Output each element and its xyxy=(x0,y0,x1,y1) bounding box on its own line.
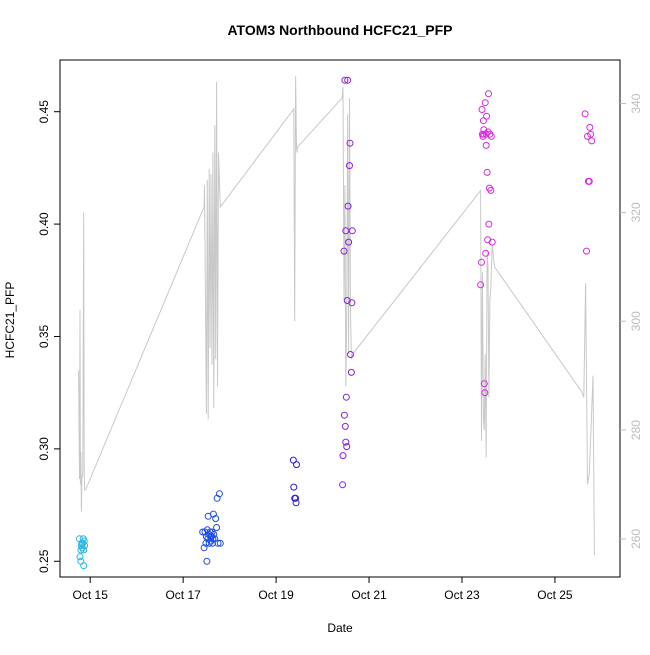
data-point xyxy=(289,456,297,464)
data-point xyxy=(348,299,356,307)
data-point xyxy=(216,539,224,547)
data-point xyxy=(483,112,491,120)
altitude-line xyxy=(78,76,595,556)
y-tick-label: 0.40 xyxy=(37,212,51,236)
data-point xyxy=(340,411,348,419)
data-point xyxy=(213,524,221,531)
y-tick-label: 0.45 xyxy=(37,100,51,124)
y-tick-label: 0.35 xyxy=(37,324,51,348)
data-point xyxy=(208,528,216,536)
data-point xyxy=(482,130,490,138)
plot-marks: Oct 15 Oct 17 Oct 19 Oct 21 Oct 23 Oct 25 0.25… xyxy=(37,59,643,602)
data-point xyxy=(80,537,88,545)
plot-frame xyxy=(59,59,621,578)
data-point xyxy=(81,542,89,549)
data-point xyxy=(588,137,596,145)
y-tick-label: 0.25 xyxy=(37,549,51,573)
data-point xyxy=(200,544,208,552)
data-point xyxy=(482,141,490,149)
data-point xyxy=(339,481,347,489)
data-point xyxy=(587,130,595,138)
data-point xyxy=(485,220,493,228)
data-point xyxy=(485,90,492,98)
data-point xyxy=(478,258,485,266)
chart-title: ATOM3 Northbound HCFC21_PFP xyxy=(227,22,452,38)
data-point xyxy=(488,238,496,246)
data-point xyxy=(290,483,298,491)
data-point xyxy=(342,438,350,446)
data-point xyxy=(209,535,217,543)
data-point xyxy=(292,494,300,502)
x-tick-label: Oct 15 xyxy=(73,588,109,602)
data-point xyxy=(206,528,214,536)
data-point xyxy=(215,490,223,498)
x-tick-label: Oct 19 xyxy=(258,588,294,602)
data-point xyxy=(80,546,88,554)
data-point xyxy=(76,553,84,561)
data-point xyxy=(347,368,355,376)
data-point xyxy=(342,393,350,401)
data-point xyxy=(341,422,349,430)
data-point xyxy=(344,76,352,84)
x-tick-label: Oct 23 xyxy=(444,588,480,602)
data-point xyxy=(477,281,485,289)
data-point xyxy=(484,128,492,136)
y2-tick-label: 260 xyxy=(629,529,643,549)
data-point xyxy=(482,249,490,257)
data-point xyxy=(212,515,220,523)
data-point xyxy=(583,247,590,255)
data-point xyxy=(341,76,349,84)
data-point xyxy=(481,99,489,107)
y2-tick-label: 280 xyxy=(629,420,643,440)
data-point xyxy=(478,106,486,113)
data-point xyxy=(342,227,350,235)
data-point xyxy=(210,530,218,538)
data-point xyxy=(201,528,209,536)
data-point xyxy=(487,186,495,194)
data-point xyxy=(481,389,489,397)
x-axis-title: Date xyxy=(327,621,353,635)
data-point xyxy=(483,168,491,176)
data-point xyxy=(80,562,88,570)
data-point xyxy=(347,351,354,358)
y2-tick-label: 320 xyxy=(629,202,643,222)
y2-tick-label: 300 xyxy=(629,311,643,331)
data-point xyxy=(479,117,487,125)
data-point xyxy=(211,535,219,543)
x-tick-label: Oct 25 xyxy=(537,588,573,602)
data-point xyxy=(345,238,353,246)
data-point xyxy=(205,539,213,547)
y2-tick-label: 340 xyxy=(629,93,643,113)
y-axis-title: HCFC21_PFP xyxy=(3,282,17,359)
data-point xyxy=(339,452,347,460)
data-point xyxy=(480,130,488,138)
data-point xyxy=(293,461,300,469)
data-point xyxy=(344,202,352,210)
data-point xyxy=(214,539,222,547)
y-tick-label: 0.30 xyxy=(37,437,51,461)
x-tick-label: Oct 17 xyxy=(165,588,201,602)
data-point xyxy=(585,177,593,185)
data-point xyxy=(292,499,300,507)
data-point xyxy=(480,380,488,388)
data-point xyxy=(343,443,351,451)
data-point xyxy=(340,247,348,255)
data-point xyxy=(346,139,354,147)
data-point xyxy=(581,110,589,118)
x-tick-label: Oct 21 xyxy=(351,588,387,602)
data-point xyxy=(346,162,353,170)
data-point xyxy=(586,123,594,131)
data-point xyxy=(203,557,211,565)
